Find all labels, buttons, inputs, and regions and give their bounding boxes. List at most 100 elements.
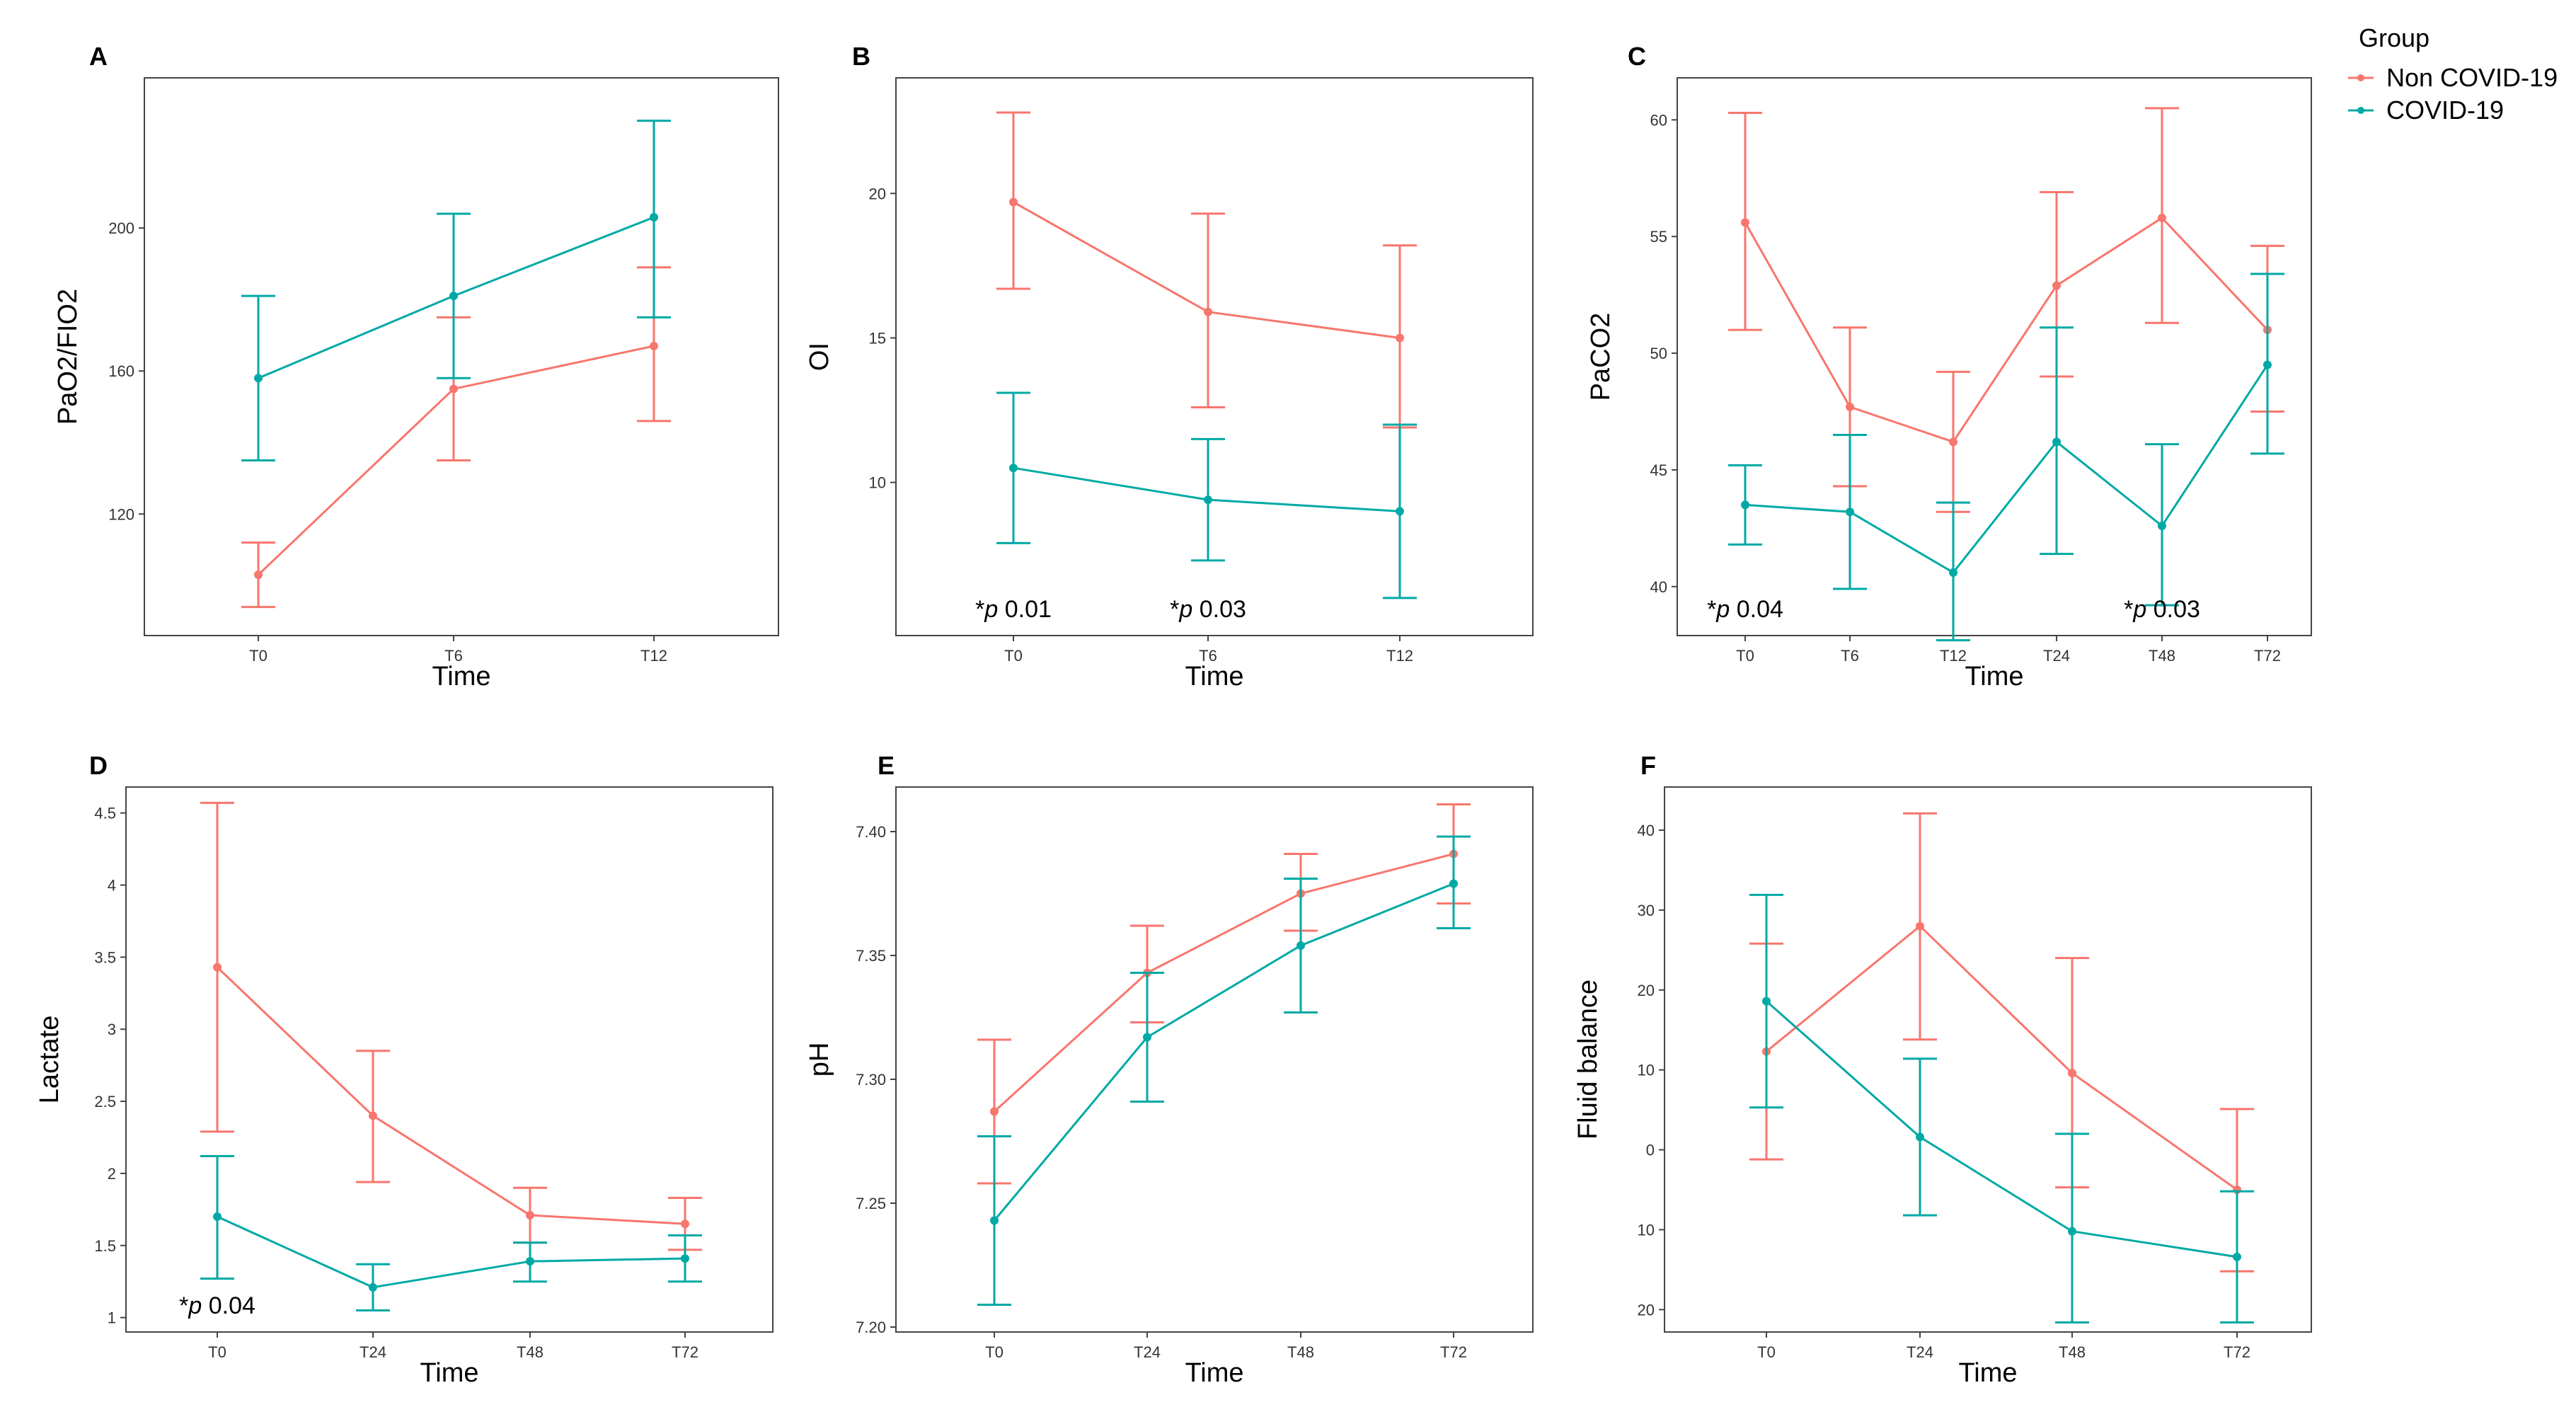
legend-item-covid: COVID-19 <box>2348 96 2504 125</box>
panel-e-xlabel: Time <box>1185 1358 1243 1388</box>
panel-d-xlabel: Time <box>420 1358 478 1388</box>
data-point <box>1396 507 1404 516</box>
panel-d-frame <box>125 786 774 1333</box>
panel-d-series-covid <box>200 1154 702 1311</box>
data-point <box>1396 333 1404 343</box>
panel-b-xtick-label: T0 <box>1004 647 1023 665</box>
panel-b-series-non-covid <box>996 111 1417 429</box>
data-point <box>1846 402 1854 411</box>
data-point <box>213 963 222 972</box>
data-point <box>1143 1033 1151 1042</box>
data-point <box>526 1257 534 1266</box>
data-point <box>254 374 263 383</box>
panel-f-xtick-label: T48 <box>2059 1343 2086 1361</box>
panel-f-ylabel: Fluid balance <box>1573 980 1603 1139</box>
data-point <box>2233 1252 2241 1261</box>
series-line <box>993 853 1454 1113</box>
panel-b-p-value: *p 0.03 <box>1170 596 1246 623</box>
panel-a-ytick-label: 120 <box>108 505 134 523</box>
panel-e-ytick-label: 7.20 <box>856 1319 886 1336</box>
data-point <box>650 213 658 222</box>
data-point <box>2263 360 2272 369</box>
legend-marker-non-covid <box>2357 74 2364 81</box>
panel-c-p-value: *p 0.03 <box>2124 596 2200 623</box>
panel-b-xlabel: Time <box>1185 662 1243 691</box>
series-line <box>1766 924 2238 1191</box>
data-point <box>449 292 458 301</box>
panel-a-frame <box>144 77 779 636</box>
panel-c-series-covid <box>1728 272 2284 642</box>
data-point <box>449 384 458 394</box>
panel-f-xlabel: Time <box>1958 1358 2017 1388</box>
legend-item-non-covid: Non COVID-19 <box>2348 63 2558 92</box>
data-point <box>213 1212 222 1222</box>
panel-a-xtick-label: T12 <box>640 647 667 665</box>
panel-e-frame <box>895 786 1534 1333</box>
panel-d-ytick-label: 2.5 <box>94 1093 116 1110</box>
panel-f-label: F <box>1640 751 1656 780</box>
panel-d-ytick-label: 4 <box>108 877 116 895</box>
data-point <box>2068 1227 2076 1236</box>
data-point <box>1762 997 1771 1006</box>
panel-c-xtick-label: T48 <box>2149 647 2175 665</box>
panel-f-ytick-label: 20 <box>1638 982 1655 999</box>
panel-c-ytick-label: 55 <box>1650 228 1667 246</box>
panel-f-ytick-label: 10 <box>1638 1221 1655 1239</box>
panel-e-xtick-label: T48 <box>1287 1343 1314 1361</box>
panel-f-xtick-label: T0 <box>1757 1343 1776 1361</box>
panel-c-ytick-label: 60 <box>1650 111 1667 129</box>
data-point <box>990 1107 999 1116</box>
legend-label-covid: COVID-19 <box>2386 96 2504 125</box>
series-line <box>1744 216 2269 444</box>
panel-c-xtick-label: T12 <box>1940 647 1967 665</box>
panel-d-xtick-label: T0 <box>208 1343 226 1361</box>
panel-a-xtick-label: T6 <box>444 647 463 665</box>
panel-e-xtick-label: T72 <box>1440 1343 1467 1361</box>
panel-d-xtick-label: T72 <box>672 1343 698 1361</box>
panel-d-ytick-label: 1.5 <box>94 1237 116 1255</box>
panel-a-ylabel: PaO2/FIO2 <box>53 289 83 425</box>
data-point <box>369 1282 377 1292</box>
panel-a: A 120 160 200 T0 T6 T12 Time PaO2/FIO2 <box>53 42 779 691</box>
data-point <box>1449 879 1458 888</box>
series-line <box>993 883 1454 1222</box>
data-point <box>1846 507 1854 517</box>
panel-c-ylabel: PaCO2 <box>1586 313 1616 401</box>
panel-c-xtick-label: T0 <box>1736 647 1754 665</box>
panel-d-ytick-label: 1 <box>108 1309 116 1327</box>
data-point <box>2158 522 2166 531</box>
panel-c: C 40 45 50 55 60 T0 T6 T12 T24 T48 T72 Time PaCO2 *p 0… <box>1586 42 2312 691</box>
panel-f-ytick-label: 10 <box>1638 1062 1655 1079</box>
data-point <box>526 1211 534 1219</box>
panel-c-ytick-label: 50 <box>1650 345 1667 362</box>
panel-e-series-covid <box>977 835 1471 1306</box>
panel-b-ytick-label: 20 <box>869 185 886 202</box>
panel-a-ytick-label: 200 <box>108 219 134 237</box>
panel-b-ytick-label: 15 <box>869 329 886 347</box>
panel-b: B 10 15 20 T0 T6 T12 Time OI *p 0.01 *p 0.03 <box>805 42 1534 691</box>
panel-e-ytick-label: 7.25 <box>856 1195 886 1212</box>
data-point <box>254 570 263 580</box>
data-point <box>2052 437 2061 447</box>
panel-d-ylabel: Lactate <box>35 1016 64 1104</box>
panel-b-xtick-label: T12 <box>1386 647 1413 665</box>
data-point <box>681 1254 689 1263</box>
panel-c-ytick-label: 40 <box>1650 578 1667 596</box>
data-point <box>1009 197 1018 207</box>
panel-f: F 20 10 0 10 20 30 40 T0 T24 T48 T72 Time Fluid balan… <box>1573 751 2312 1388</box>
panel-a-xtick-label: T0 <box>249 647 268 665</box>
panel-a-label: A <box>89 42 108 71</box>
panel-d-xtick-label: T48 <box>517 1343 544 1361</box>
data-point <box>1949 568 1957 577</box>
panel-d: D 1 1.5 2 2.5 3 3.5 4 4.5 T0 T24 T48 T72 Time Lactate *… <box>35 751 774 1388</box>
series-line <box>1013 201 1401 339</box>
panel-c-xtick-label: T72 <box>2254 647 2281 665</box>
panel-b-ylabel: OI <box>805 343 834 371</box>
data-point <box>369 1111 377 1120</box>
data-point <box>1204 307 1212 316</box>
panel-c-series-non-covid <box>1728 107 2284 513</box>
legend-marker-covid <box>2357 107 2364 114</box>
data-point <box>1296 941 1305 950</box>
legend-label-non-covid: Non COVID-19 <box>2386 63 2558 92</box>
